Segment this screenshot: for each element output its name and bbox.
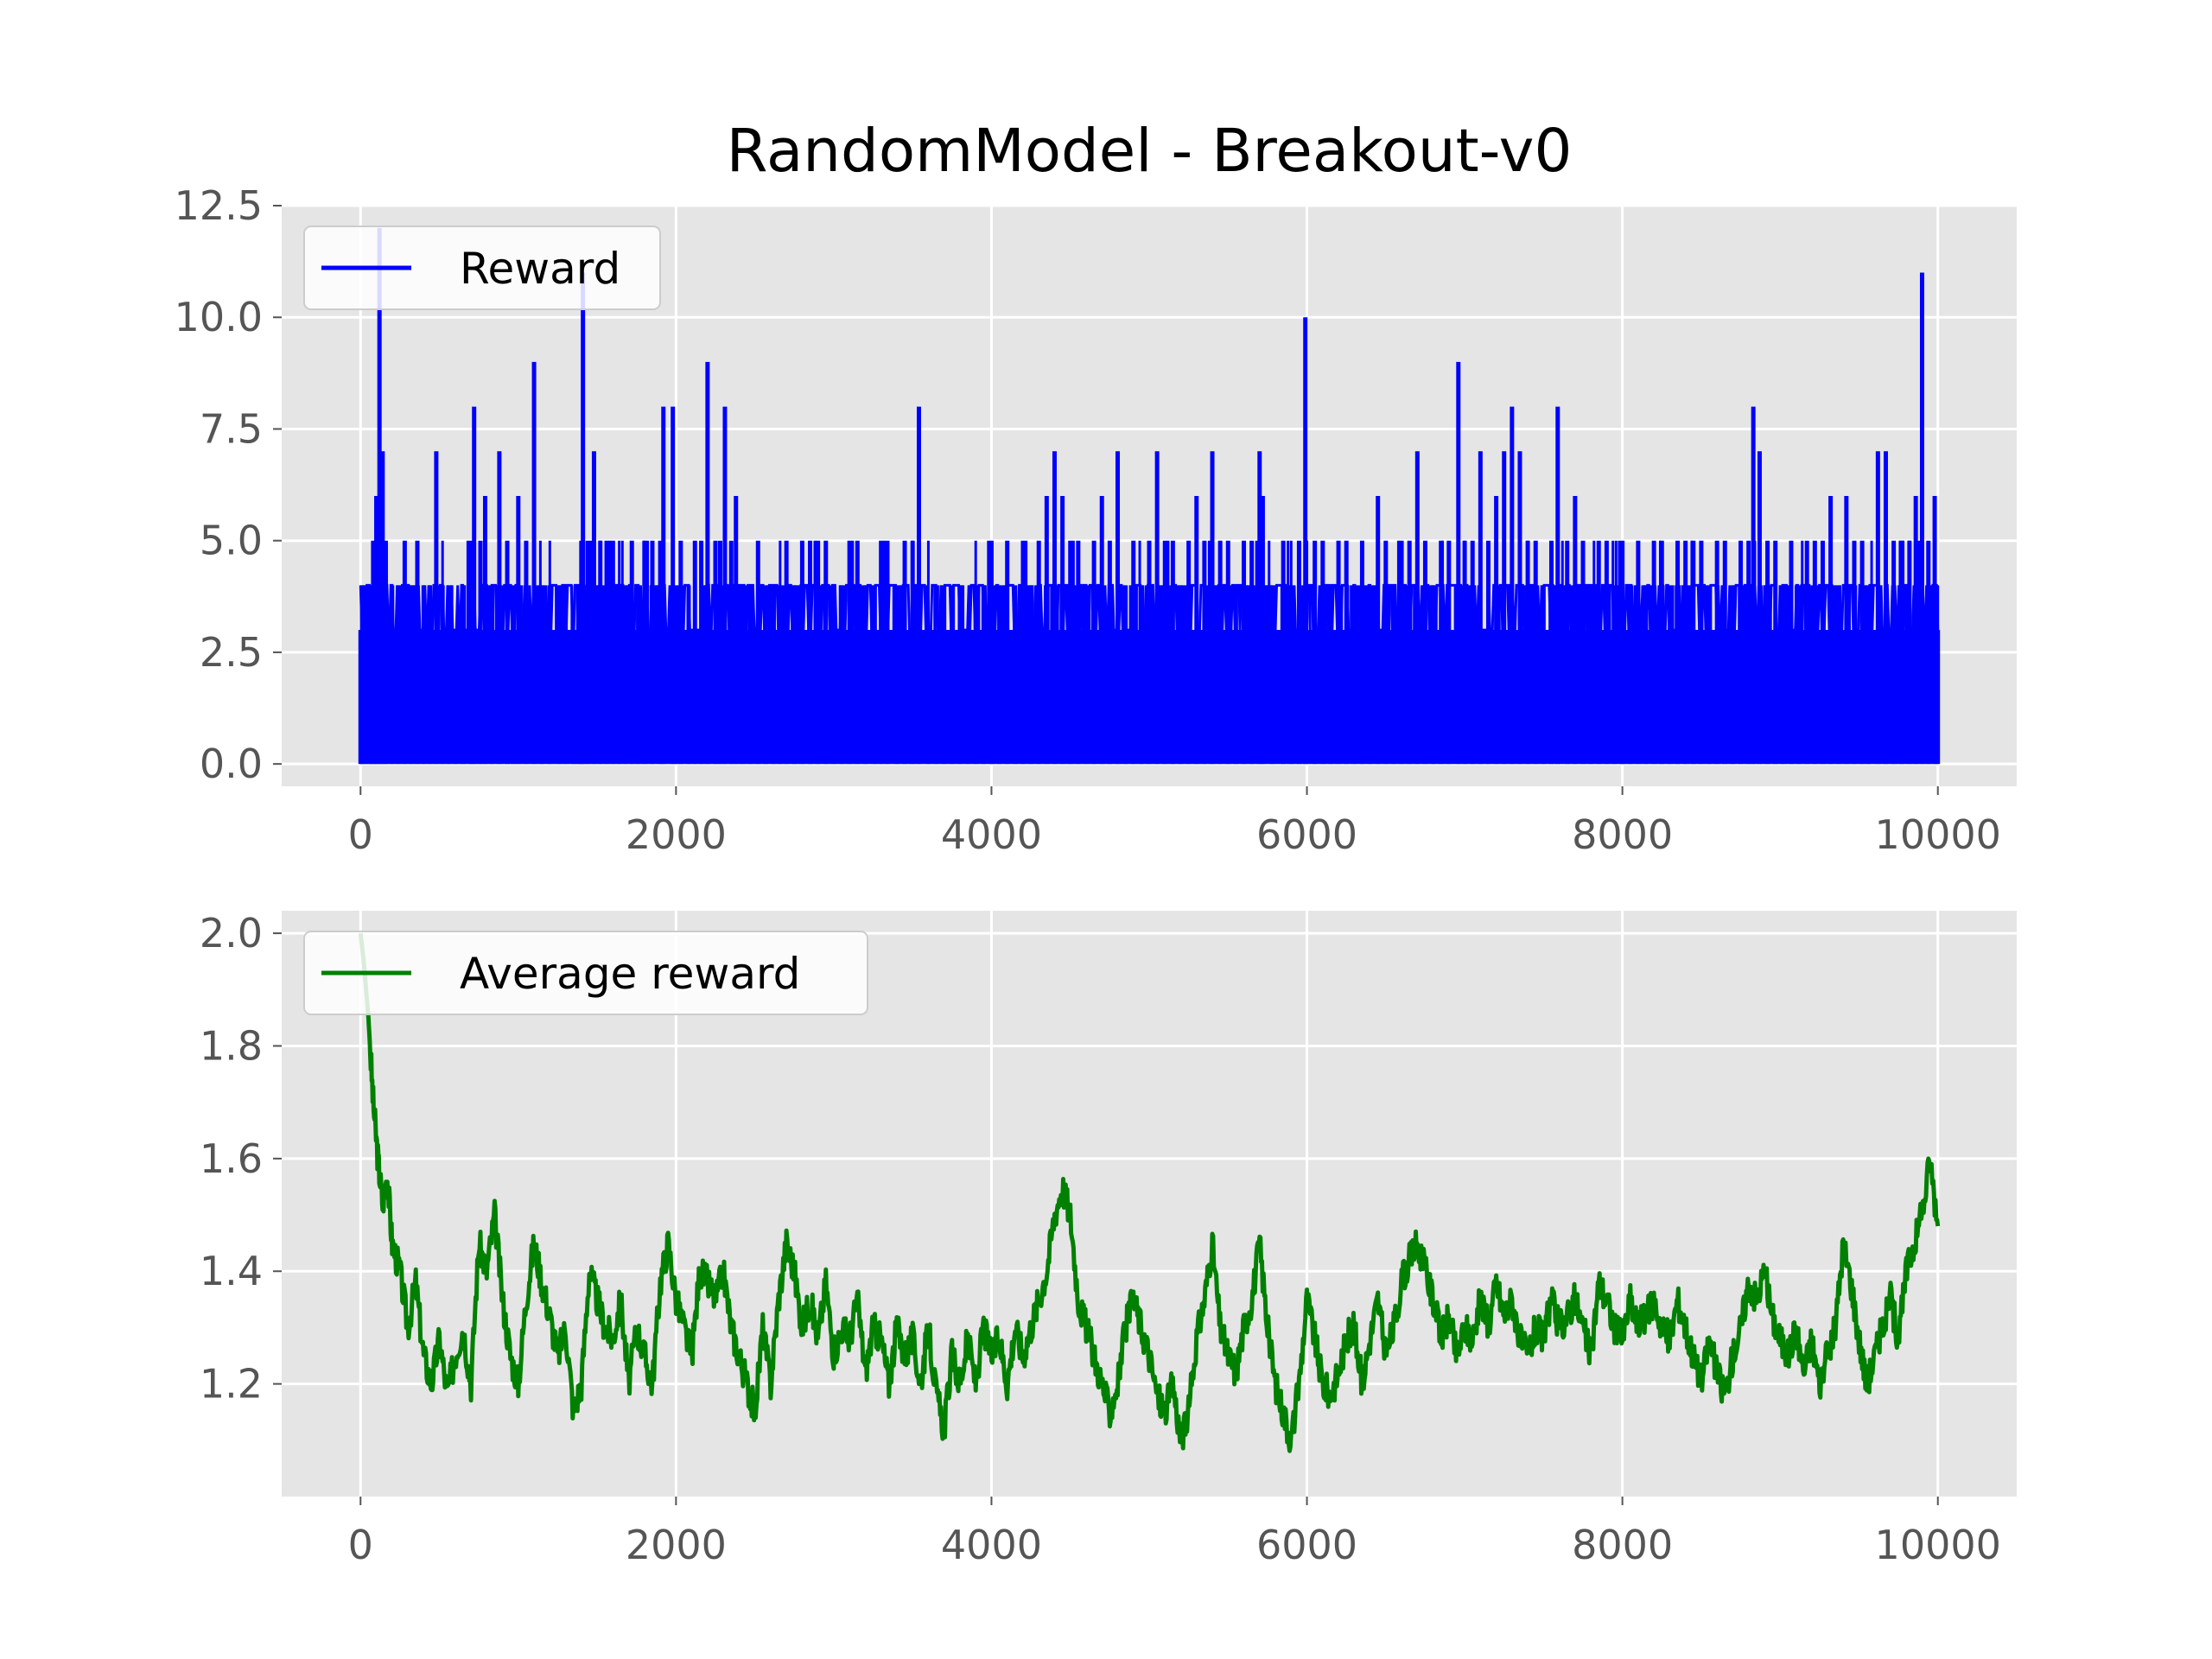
y-tick-label: 12.5 bbox=[175, 182, 263, 229]
y-tick-label: 2.0 bbox=[200, 910, 263, 957]
y-tick-label: 10.0 bbox=[175, 294, 263, 340]
x-tick-label: 2000 bbox=[626, 811, 727, 858]
x-tick-label: 4000 bbox=[941, 1522, 1042, 1568]
x-tick-label: 2000 bbox=[626, 1522, 727, 1568]
y-tick-label: 1.8 bbox=[200, 1022, 263, 1069]
y-tick-label: 0.0 bbox=[200, 741, 263, 787]
average-reward-subplot: 0 2000 4000 6000 8000 10000 1.2 1.4 1.6 1.8 2.0 Ave… bbox=[200, 910, 2017, 1568]
y-tick-label: 1.6 bbox=[200, 1135, 263, 1182]
reward-line bbox=[359, 583, 1940, 632]
y-tick-label: 7.5 bbox=[200, 405, 263, 452]
x-tick-label: 6000 bbox=[1256, 811, 1357, 858]
x-tick-label: 8000 bbox=[1572, 1522, 1673, 1568]
y-tick-label: 1.2 bbox=[200, 1361, 263, 1408]
y-tick-label: 1.4 bbox=[200, 1248, 263, 1294]
legend-box bbox=[303, 931, 868, 1015]
legend-label: Average reward bbox=[460, 949, 800, 999]
x-tick-label: 0 bbox=[348, 811, 373, 858]
x-tick-label: 10000 bbox=[1875, 1522, 2001, 1568]
chart-title: RandomModel - Breakout-v0 bbox=[727, 117, 1573, 186]
legend-label: Reward bbox=[460, 244, 620, 294]
x-tick-label: 0 bbox=[348, 1522, 373, 1568]
legend: Average reward bbox=[303, 931, 868, 1015]
reward-subplot: 0 2000 4000 6000 8000 10000 0.0 2.5 5.0 7.5 10.0 12… bbox=[175, 182, 2017, 858]
y-tick-label: 2.5 bbox=[200, 629, 263, 676]
x-tick-label: 10000 bbox=[1875, 811, 2001, 858]
reward-series bbox=[358, 227, 1941, 765]
x-tick-label: 4000 bbox=[941, 811, 1042, 858]
x-tick-label: 8000 bbox=[1572, 811, 1673, 858]
legend: Reward bbox=[303, 226, 661, 310]
average-reward-line bbox=[358, 932, 1941, 1453]
legend-box bbox=[303, 226, 661, 310]
y-tick-label: 5.0 bbox=[200, 518, 263, 564]
x-tick-label: 6000 bbox=[1256, 1522, 1357, 1568]
